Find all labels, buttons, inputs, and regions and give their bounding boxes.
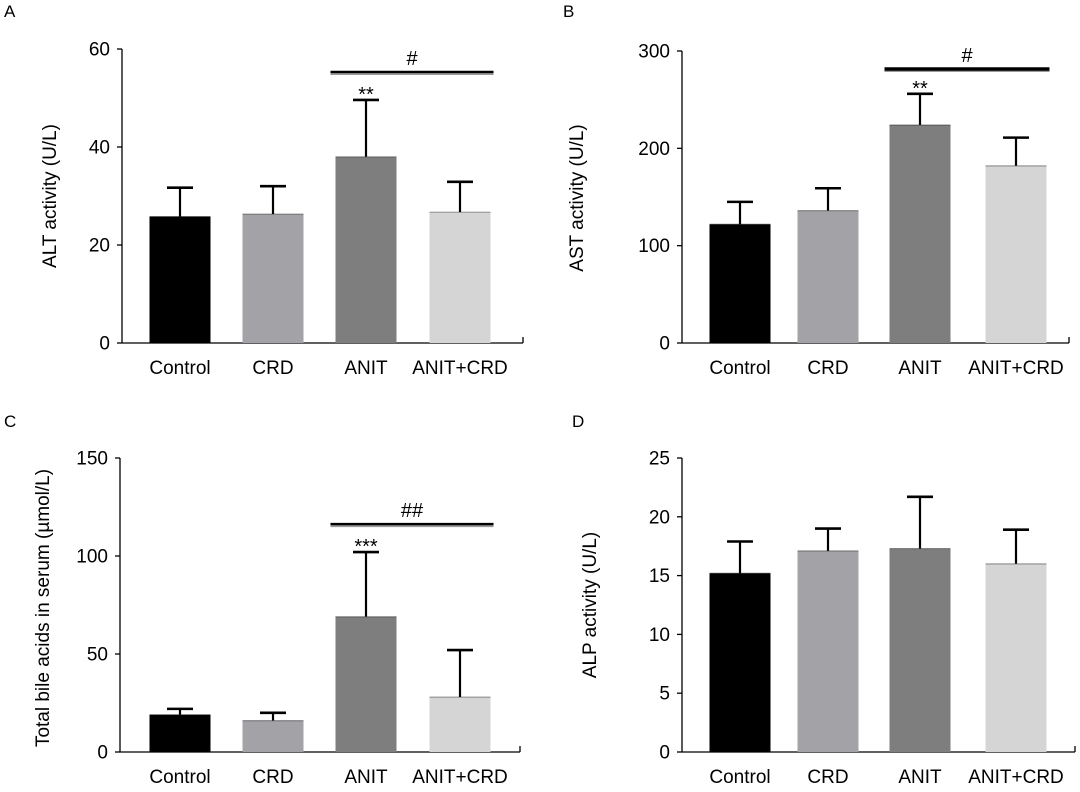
y-axis-title-bile-acids: Total bile acids in serum (µmol/L) [33, 469, 54, 747]
category-label-crd: CRD [252, 358, 293, 379]
y-tick-label: 60 [89, 40, 110, 61]
panel-c: C Total bile acids in serum (µmol/L) 0 50… [4, 412, 521, 788]
y-axis-title-alp: ALP activity (U/L) [580, 532, 601, 678]
category-label-crd: CRD [807, 767, 848, 788]
bar-anit-crd [985, 165, 1047, 343]
bar-crd [797, 550, 859, 752]
y-tick-label: 10 [649, 625, 670, 646]
bar-anit-crd [429, 697, 491, 752]
y-tick-label: 0 [99, 334, 110, 355]
category-label-anit: ANIT [898, 358, 942, 379]
category-label-crd: CRD [252, 767, 293, 788]
panel-letter-d: D [572, 412, 584, 431]
panel-a: A ALT activity (U/L) 0 20 40 60 Control CRD AN… [4, 2, 524, 379]
y-axis-title-ast: AST activity (U/L) [567, 124, 588, 271]
category-label-anit: ANIT [344, 358, 388, 379]
panel-d: D ALP activity (U/L) 0 5 10 15 20 25 Control CR… [572, 412, 1076, 788]
bar-anit-crd [429, 212, 491, 343]
y-tick-label: 100 [76, 547, 108, 568]
y-tick-label: 300 [638, 42, 670, 63]
significance-stars: ** [358, 84, 374, 106]
y-tick-label: 40 [89, 138, 110, 159]
bar-crd [242, 720, 304, 752]
bar-anit-crd [985, 563, 1047, 752]
panel-letter-a: A [4, 2, 16, 21]
category-label-crd: CRD [807, 358, 848, 379]
y-axis-title-alt: ALT activity (U/L) [40, 124, 61, 268]
comparison-label: ## [401, 500, 424, 522]
y-tick-label: 150 [76, 449, 108, 470]
significance-stars: ** [912, 78, 928, 100]
panel-b: B AST activity (U/L) 0 100 200 300 Control CR… [563, 2, 1070, 379]
category-label-anit: ANIT [898, 767, 942, 788]
bar-control [149, 216, 211, 343]
y-tick-label: 50 [87, 645, 108, 666]
panel-letter-c: C [4, 412, 16, 431]
category-label-anit-crd: ANIT+CRD [968, 358, 1064, 379]
bar-anit [889, 548, 951, 752]
category-label-control: Control [709, 767, 770, 788]
significance-stars: *** [354, 536, 378, 558]
y-tick-label: 25 [649, 449, 670, 470]
y-tick-label: 20 [89, 236, 110, 257]
category-label-anit: ANIT [344, 767, 388, 788]
category-label-anit-crd: ANIT+CRD [412, 767, 508, 788]
category-label-control: Control [709, 358, 770, 379]
panel-letter-b: B [563, 2, 574, 21]
bar-control [709, 224, 771, 343]
bar-anit [335, 616, 397, 752]
comparison-label: # [961, 45, 973, 67]
bar-anit [889, 124, 951, 344]
category-label-anit-crd: ANIT+CRD [968, 767, 1064, 788]
y-tick-label: 200 [638, 139, 670, 160]
bar-anit [335, 156, 397, 343]
y-tick-label: 0 [97, 743, 108, 764]
bar-control [709, 573, 771, 752]
comparison-label: # [406, 48, 418, 70]
category-label-control: Control [149, 358, 210, 379]
bar-crd [797, 210, 859, 343]
y-tick-label: 20 [649, 507, 670, 528]
bar-crd [242, 214, 304, 343]
y-tick-label: 100 [638, 236, 670, 257]
category-label-control: Control [149, 767, 210, 788]
y-tick-label: 0 [659, 743, 670, 764]
y-tick-label: 5 [659, 684, 670, 705]
y-tick-label: 15 [649, 566, 670, 587]
y-tick-label: 0 [659, 334, 670, 355]
bar-control [149, 714, 211, 752]
category-label-anit-crd: ANIT+CRD [412, 358, 508, 379]
